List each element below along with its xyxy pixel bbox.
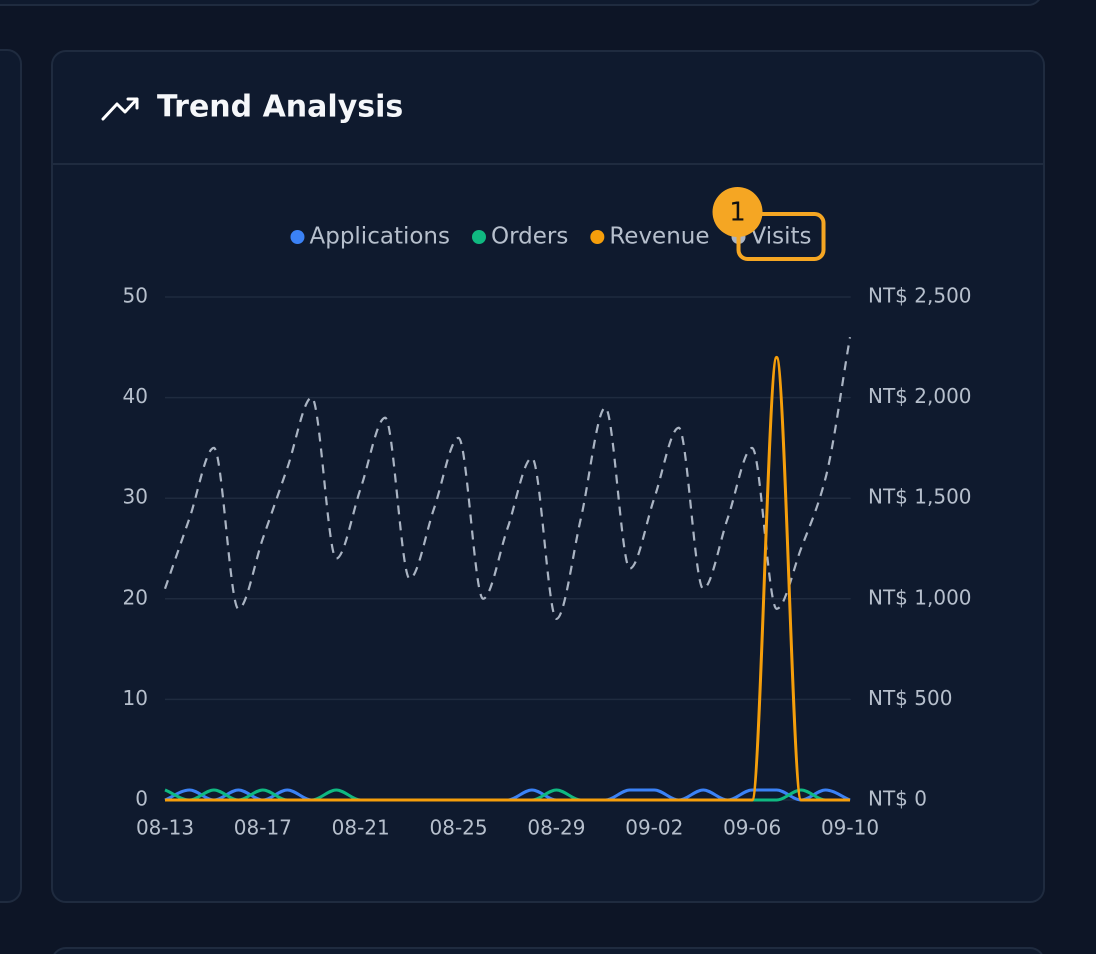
x-tick-label: 08-29 [527, 816, 585, 840]
annotation-label: 1 [729, 198, 746, 228]
y2-tick-label: NT$ 2,000 [868, 384, 972, 408]
x-tick-label: 08-17 [234, 816, 292, 840]
y2-tick-label: NT$ 2,500 [868, 284, 972, 308]
series-line [165, 355, 850, 802]
y2-tick-label: NT$ 0 [868, 787, 927, 811]
y-tick-label: 30 [123, 485, 148, 509]
chart: 0 10 20 30 40 50 NT$ 0 NT$ 500 NT$ 1,000 NT$ 1,50… [123, 187, 972, 840]
legend-swatch [590, 230, 605, 244]
legend-label: Revenue [609, 224, 709, 250]
x-tick-label: 08-25 [430, 816, 488, 840]
legend-label: Applications [309, 224, 450, 250]
card-above [0, 0, 1040, 6]
x-tick-label: 08-13 [136, 816, 194, 840]
x-tick-label: 09-10 [821, 816, 879, 840]
series-line [163, 337, 852, 621]
y-tick-label: 50 [123, 284, 148, 308]
card-left [0, 49, 22, 903]
y-tick-label: 0 [135, 787, 148, 811]
y-tick-label: 40 [123, 384, 148, 408]
x-tick-label: 09-06 [723, 816, 781, 840]
y2-tick-label: NT$ 1,000 [868, 585, 972, 609]
legend-label: Orders [491, 224, 568, 250]
x-tick-label: 08-21 [332, 816, 390, 840]
y2-tick-label: NT$ 500 [868, 686, 952, 710]
trend-icon [101, 97, 139, 121]
legend-label: Visits [751, 224, 812, 250]
y2-tick-label: NT$ 1,500 [868, 485, 972, 509]
x-tick-label: 09-02 [625, 816, 683, 840]
card [51, 50, 1045, 903]
legend-swatch [290, 230, 305, 244]
y-tick-label: 10 [123, 686, 148, 710]
y-tick-label: 20 [123, 585, 148, 609]
card-below [53, 947, 1043, 954]
annotation-badge [712, 187, 763, 237]
card-title: Trend Analysis [157, 90, 403, 125]
legend-swatch [471, 230, 486, 244]
